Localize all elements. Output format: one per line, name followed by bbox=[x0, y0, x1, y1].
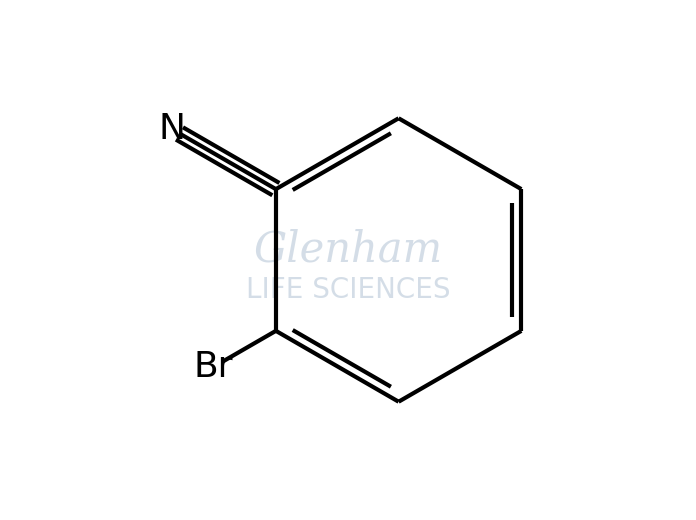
Text: N: N bbox=[158, 112, 185, 146]
Text: LIFE SCIENCES: LIFE SCIENCES bbox=[246, 276, 450, 304]
Text: Br: Br bbox=[194, 350, 233, 384]
Text: Glenham: Glenham bbox=[253, 229, 443, 271]
